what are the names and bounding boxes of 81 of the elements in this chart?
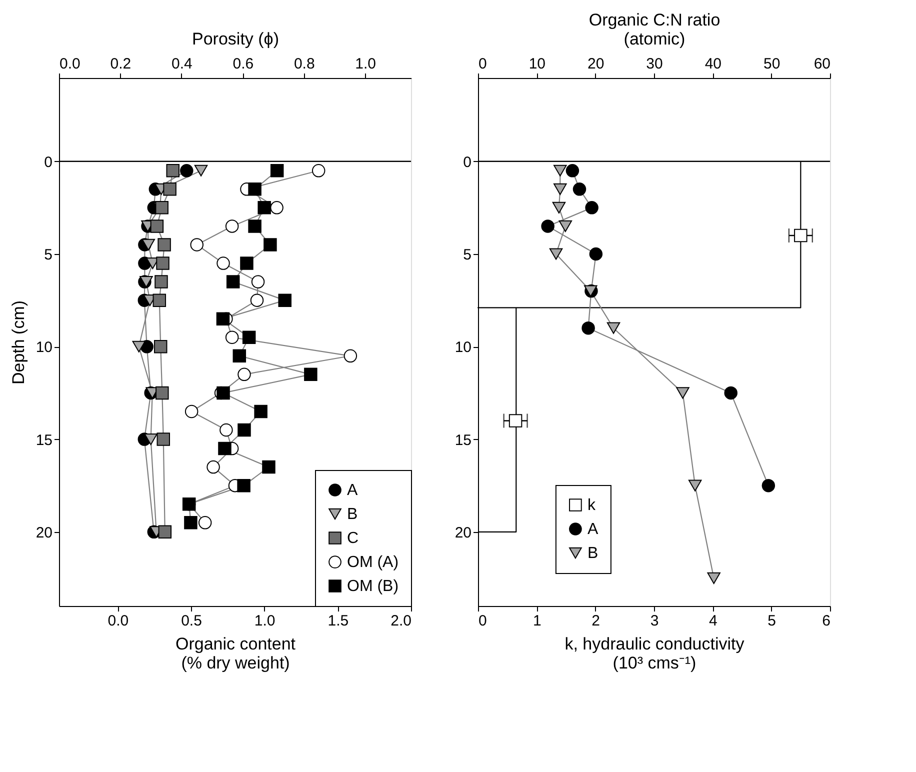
point <box>238 423 251 437</box>
y-tick-label: 20 <box>454 524 472 542</box>
point <box>190 238 204 252</box>
legend-label: OM (B) <box>347 578 399 595</box>
point <box>304 368 318 382</box>
point <box>264 238 277 252</box>
x-tick-label: 5 <box>768 612 776 630</box>
legend-label: OM (A) <box>347 554 399 571</box>
x-tick-label: 1.0 <box>254 612 276 630</box>
y-tick-label: 20 <box>36 524 52 542</box>
x2-tick-label: 0.0 <box>60 56 80 72</box>
y-tick-label: 10 <box>454 339 472 356</box>
x2-tick-label: 0.4 <box>172 56 192 72</box>
point <box>216 386 230 400</box>
legend-label: A <box>347 482 358 499</box>
x-tick-label: 0 <box>478 612 487 630</box>
x-tick-label: 2 <box>592 612 600 630</box>
point <box>184 516 198 530</box>
y-tick-label: 5 <box>44 246 52 264</box>
point <box>216 256 230 270</box>
point <box>248 220 262 233</box>
x-tick-label: 4 <box>708 612 718 630</box>
point <box>254 404 268 418</box>
legend-label: B <box>347 506 358 523</box>
x2-tick-label: 50 <box>763 56 780 72</box>
x2-tick-label: 30 <box>646 56 663 72</box>
point <box>237 478 250 492</box>
point <box>226 275 240 288</box>
point <box>240 256 254 270</box>
point <box>312 164 326 178</box>
y-tick-label: 0 <box>463 154 472 171</box>
point <box>270 164 284 178</box>
y-tick-label: 15 <box>36 432 52 449</box>
x-tick-label: 1 <box>532 612 542 630</box>
x-tick-label: 6 <box>822 612 830 630</box>
x-tick-label: 0.5 <box>181 612 202 630</box>
x-axis-title: k, hydraulic conductivity (10³ cms⁻¹) <box>564 634 745 672</box>
point <box>220 423 233 437</box>
x2-tick-label: 40 <box>704 56 722 72</box>
point <box>216 312 230 326</box>
point <box>206 460 220 474</box>
x2-tick-label: 10 <box>528 56 546 72</box>
point <box>225 220 239 233</box>
legend-label: C <box>347 530 359 547</box>
point <box>238 368 251 382</box>
legend-label: B <box>587 545 598 562</box>
y-tick-label: 5 <box>463 246 472 264</box>
point <box>262 460 276 474</box>
x-tick-label: 0.0 <box>108 612 129 630</box>
y-tick-label: 15 <box>454 432 472 449</box>
x2-tick-label: 60 <box>814 56 830 72</box>
x2-axis-title: Porosity (ϕ) <box>192 30 279 48</box>
point <box>344 349 358 363</box>
y-axis-title: Depth (cm) <box>8 300 28 385</box>
point <box>258 201 271 214</box>
x2-tick-label: 20 <box>587 56 604 72</box>
x-tick-label: 1.5 <box>328 612 349 630</box>
x2-tick-label: 1.0 <box>355 56 376 72</box>
x2-axis-title: Organic C:N ratio (atomic) <box>588 10 720 48</box>
y-tick-label: 10 <box>36 339 52 356</box>
x2-tick-label: 0.6 <box>232 56 254 72</box>
point <box>278 294 292 307</box>
point <box>225 330 239 344</box>
x-tick-label: 2.0 <box>390 612 412 630</box>
y-tick-label: 0 <box>44 154 52 171</box>
x2-tick-label: 0.8 <box>294 56 315 72</box>
point <box>248 182 262 196</box>
legend-label: k <box>587 497 596 514</box>
point <box>232 349 246 363</box>
x-axis-title: Organic content (% dry weight) <box>175 634 296 672</box>
point <box>242 330 256 344</box>
legend-label: A <box>587 521 598 538</box>
point <box>250 294 264 307</box>
point <box>198 516 212 530</box>
x2-tick-label: 0.2 <box>110 56 132 72</box>
x-tick-label: 3 <box>650 612 659 630</box>
point <box>251 275 265 288</box>
point <box>218 442 232 456</box>
point <box>270 201 284 214</box>
x2-tick-label: 0 <box>478 56 487 72</box>
point <box>184 404 198 418</box>
